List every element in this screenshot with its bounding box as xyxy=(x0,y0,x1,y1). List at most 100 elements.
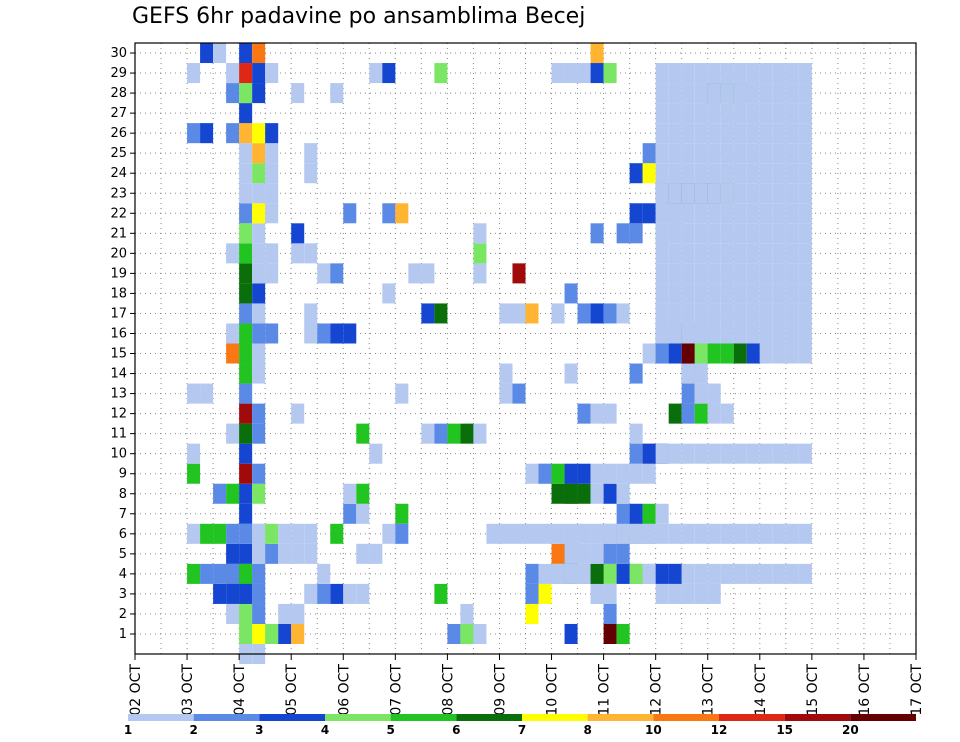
heatmap-cell xyxy=(785,323,799,344)
heatmap-cell xyxy=(798,283,812,304)
heatmap-cell xyxy=(733,123,747,144)
heatmap-cell xyxy=(694,183,708,204)
heatmap-cell xyxy=(681,223,695,244)
heatmap-cell xyxy=(668,263,682,284)
y-tick-label: 28 xyxy=(110,86,127,101)
x-tick-label: 07 OCT xyxy=(388,664,404,716)
heatmap-cell xyxy=(668,103,682,124)
y-tick-label: 2 xyxy=(119,607,127,622)
heatmap-cell xyxy=(668,563,682,584)
heatmap-cell xyxy=(746,143,760,164)
heatmap-cell xyxy=(239,83,253,104)
heatmap-cell xyxy=(265,543,279,564)
heatmap-cell xyxy=(239,243,253,264)
heatmap-cell xyxy=(629,463,643,484)
heatmap-cell xyxy=(681,143,695,164)
heatmap-cell xyxy=(798,63,812,84)
heatmap-cell xyxy=(629,563,643,584)
heatmap-cell xyxy=(772,223,786,244)
heatmap-cell xyxy=(369,543,383,564)
heatmap-cell xyxy=(603,483,617,504)
heatmap-cell xyxy=(616,523,630,544)
heatmap-cell xyxy=(356,543,370,564)
heatmap-cell xyxy=(694,303,708,324)
heatmap-cell xyxy=(239,403,253,424)
heatmap-cell xyxy=(707,83,721,104)
heatmap-cell xyxy=(278,543,292,564)
heatmap-cell xyxy=(291,543,305,564)
heatmap-cell xyxy=(213,563,227,584)
heatmap-cell xyxy=(252,83,266,104)
heatmap-cell xyxy=(252,63,266,84)
plot-frame xyxy=(134,42,917,655)
heatmap-cell xyxy=(707,523,721,544)
heatmap-cell xyxy=(785,83,799,104)
heatmap-cell xyxy=(681,443,695,464)
legend-swatch xyxy=(653,714,719,721)
heatmap-cell xyxy=(785,63,799,84)
heatmap-cell xyxy=(733,203,747,224)
heatmap-cell xyxy=(239,203,253,224)
heatmap-cell xyxy=(655,523,669,544)
heatmap-cell xyxy=(200,523,214,544)
heatmap-cell xyxy=(707,283,721,304)
heatmap-cell xyxy=(772,343,786,364)
heatmap-cell xyxy=(707,343,721,364)
heatmap-cell xyxy=(655,323,669,344)
heatmap-cell xyxy=(330,323,344,344)
heatmap-cell xyxy=(642,463,656,484)
heatmap-cell xyxy=(668,323,682,344)
heatmap-cell xyxy=(577,403,591,424)
heatmap-cell xyxy=(720,123,734,144)
heatmap-cell xyxy=(746,163,760,184)
heatmap-cell xyxy=(603,583,617,604)
heatmap-cell xyxy=(252,403,266,424)
heatmap-cell xyxy=(707,383,721,404)
heatmap-cell xyxy=(694,63,708,84)
heatmap-cell xyxy=(590,463,604,484)
heatmap-cell xyxy=(551,63,565,84)
heatmap-cell xyxy=(616,543,630,564)
heatmap-cell xyxy=(603,403,617,424)
heatmap-cell xyxy=(785,263,799,284)
heatmap-cell xyxy=(720,343,734,364)
heatmap-cell xyxy=(603,523,617,544)
x-tick-label: 04 OCT xyxy=(232,664,248,716)
y-tick-label: 9 xyxy=(119,467,127,482)
heatmap-cell xyxy=(720,223,734,244)
heatmap-cell xyxy=(447,423,461,444)
heatmap-cell xyxy=(408,263,422,284)
heatmap-cell xyxy=(265,63,279,84)
legend-swatch xyxy=(193,714,260,721)
heatmap-cell xyxy=(590,483,604,504)
x-tick-label: 15 OCT xyxy=(805,664,821,716)
heatmap-cell xyxy=(785,283,799,304)
heatmap-cell xyxy=(265,263,279,284)
heatmap-cell xyxy=(655,103,669,124)
heatmap-cell xyxy=(239,583,253,604)
heatmap-cell xyxy=(525,563,539,584)
y-tick-label: 27 xyxy=(110,106,127,121)
heatmap-cell xyxy=(746,343,760,364)
heatmap-cell xyxy=(551,563,565,584)
heatmap-cell xyxy=(668,283,682,304)
heatmap-cell xyxy=(252,623,266,644)
y-tick-label: 16 xyxy=(110,326,127,341)
heatmap-cell xyxy=(187,523,201,544)
heatmap-cell xyxy=(239,503,253,524)
heatmap-cell xyxy=(265,143,279,164)
heatmap-cell xyxy=(616,223,630,244)
heatmap-cell xyxy=(746,223,760,244)
heatmap-cell xyxy=(720,83,734,104)
heatmap-cell xyxy=(798,443,812,464)
heatmap-cell xyxy=(785,143,799,164)
heatmap-cell xyxy=(720,303,734,324)
heatmap-cell xyxy=(707,303,721,324)
heatmap-cell xyxy=(785,123,799,144)
heatmap-cell xyxy=(720,323,734,344)
heatmap-cell xyxy=(564,523,578,544)
heatmap-cell xyxy=(460,623,474,644)
heatmap-cell xyxy=(226,243,240,264)
heatmap-cell xyxy=(681,323,695,344)
heatmap-cell xyxy=(213,43,227,64)
